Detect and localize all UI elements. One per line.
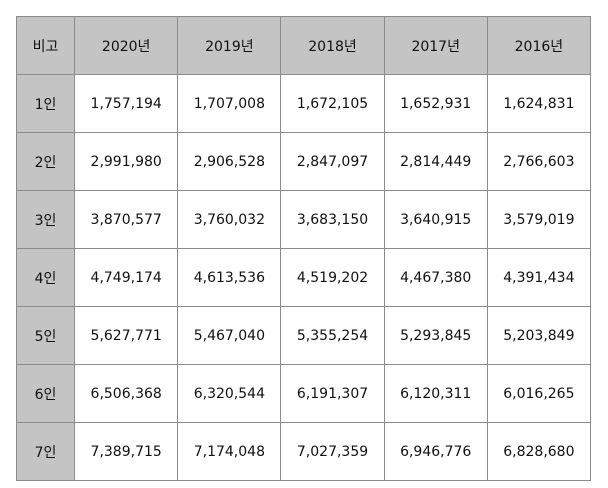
column-header-2019: 2019년 [177, 16, 282, 75]
table-row: 1인 1,757,194 1,707,008 1,672,105 1,652,9… [15, 74, 592, 133]
row-label: 4인 [15, 248, 76, 307]
row-label: 3인 [15, 190, 76, 249]
income-table-container: 비고 2020년 2019년 2018년 2017년 2016년 1인 1,75… [15, 16, 592, 481]
row-label: 1인 [15, 74, 76, 133]
table-cell: 2,814,449 [383, 132, 488, 191]
table-cell: 4,391,434 [486, 248, 592, 307]
row-label: 7인 [15, 422, 76, 481]
table-cell: 7,174,048 [177, 422, 282, 481]
table-cell: 5,293,845 [383, 306, 488, 365]
corner-header: 비고 [15, 16, 76, 75]
table-cell: 6,320,544 [177, 364, 282, 423]
table-cell: 5,355,254 [280, 306, 385, 365]
table-cell: 4,749,174 [74, 248, 179, 307]
table-row: 3인 3,870,577 3,760,032 3,683,150 3,640,9… [15, 190, 592, 249]
table-cell: 4,467,380 [383, 248, 488, 307]
table-cell: 6,191,307 [280, 364, 385, 423]
table-cell: 3,683,150 [280, 190, 385, 249]
table-cell: 3,640,915 [383, 190, 488, 249]
table-row: 7인 7,389,715 7,174,048 7,027,359 6,946,7… [15, 422, 592, 481]
table-cell: 6,828,680 [486, 422, 592, 481]
table-cell: 1,672,105 [280, 74, 385, 133]
table-cell: 2,766,603 [486, 132, 592, 191]
income-table: 비고 2020년 2019년 2018년 2017년 2016년 1인 1,75… [15, 16, 592, 481]
column-header-2018: 2018년 [280, 16, 385, 75]
table-cell: 5,467,040 [177, 306, 282, 365]
table-cell: 4,519,202 [280, 248, 385, 307]
table-row: 2인 2,991,980 2,906,528 2,847,097 2,814,4… [15, 132, 592, 191]
column-header-2016: 2016년 [486, 16, 592, 75]
table-cell: 2,906,528 [177, 132, 282, 191]
table-row: 4인 4,749,174 4,613,536 4,519,202 4,467,3… [15, 248, 592, 307]
table-row: 6인 6,506,368 6,320,544 6,191,307 6,120,3… [15, 364, 592, 423]
table-cell: 5,627,771 [74, 306, 179, 365]
table-cell: 6,120,311 [383, 364, 488, 423]
table-body: 1인 1,757,194 1,707,008 1,672,105 1,652,9… [15, 74, 592, 481]
table-cell: 2,991,980 [74, 132, 179, 191]
table-cell: 6,506,368 [74, 364, 179, 423]
row-label: 2인 [15, 132, 76, 191]
table-cell: 3,760,032 [177, 190, 282, 249]
header-row: 비고 2020년 2019년 2018년 2017년 2016년 [15, 16, 592, 75]
table-cell: 5,203,849 [486, 306, 592, 365]
table-cell: 1,652,931 [383, 74, 488, 133]
table-cell: 7,027,359 [280, 422, 385, 481]
table-header: 비고 2020년 2019년 2018년 2017년 2016년 [15, 16, 592, 75]
table-cell: 6,016,265 [486, 364, 592, 423]
table-cell: 1,624,831 [486, 74, 592, 133]
table-cell: 1,757,194 [74, 74, 179, 133]
table-cell: 6,946,776 [383, 422, 488, 481]
table-cell: 2,847,097 [280, 132, 385, 191]
table-cell: 1,707,008 [177, 74, 282, 133]
row-label: 6인 [15, 364, 76, 423]
column-header-2020: 2020년 [74, 16, 179, 75]
column-header-2017: 2017년 [383, 16, 488, 75]
table-cell: 4,613,536 [177, 248, 282, 307]
row-label: 5인 [15, 306, 76, 365]
table-row: 5인 5,627,771 5,467,040 5,355,254 5,293,8… [15, 306, 592, 365]
table-cell: 7,389,715 [74, 422, 179, 481]
table-cell: 3,870,577 [74, 190, 179, 249]
table-cell: 3,579,019 [486, 190, 592, 249]
